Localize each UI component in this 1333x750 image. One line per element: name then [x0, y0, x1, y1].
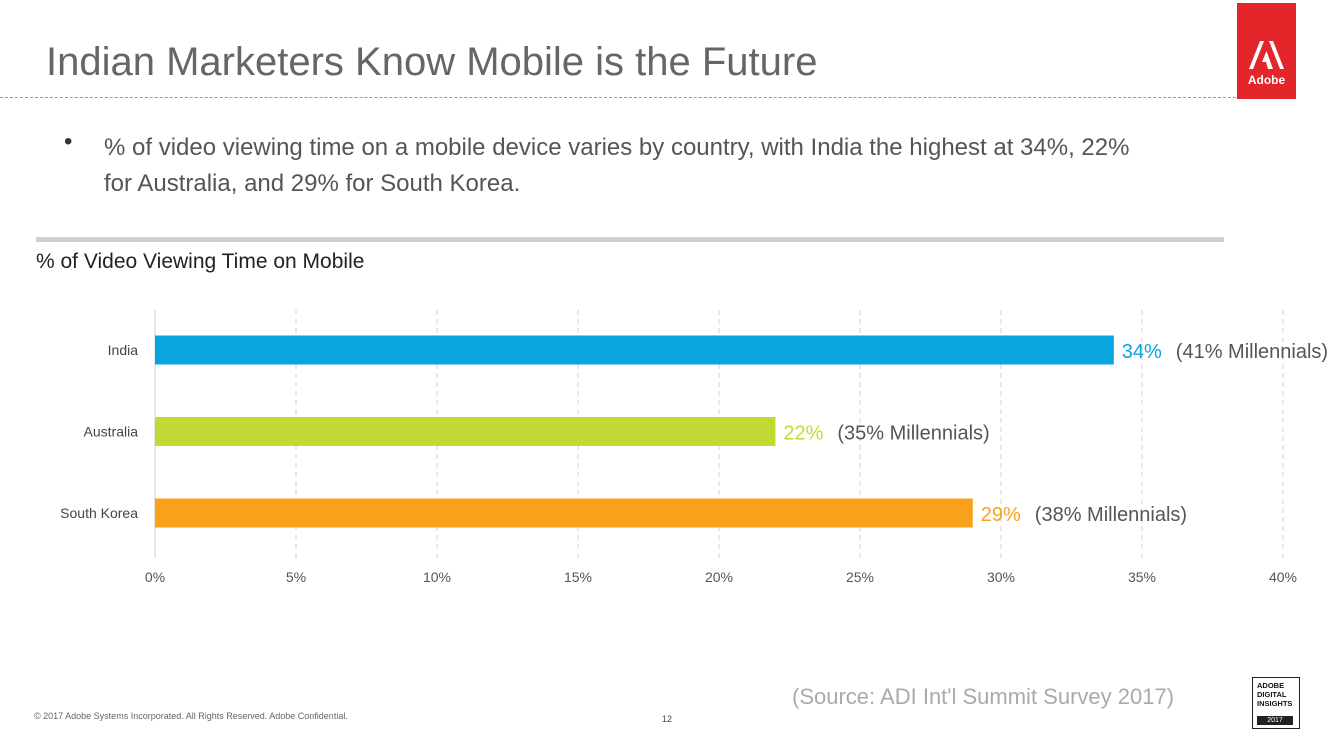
x-tick-label-35: 35% [1128, 569, 1156, 585]
bar-chart: 0% 5% 10% 15% 20% 25% 30% 35% 40% India 34% (41% Mi… [60, 310, 1328, 585]
annotation-south-korea: (38% Millennials) [1035, 504, 1187, 526]
bar-australia [155, 417, 776, 446]
category-label-india: India [108, 342, 139, 358]
chart-heading: % of Video Viewing Time on Mobile [36, 250, 365, 273]
adobe-logo: Adobe [1237, 3, 1296, 99]
value-label-india: 34% [1122, 341, 1162, 363]
annotation-australia: (35% Millennials) [837, 423, 989, 445]
source-note: (Source: ADI Int'l Summit Survey 2017) [792, 684, 1175, 709]
x-tick-label-40: 40% [1269, 569, 1297, 585]
annotation-india: (41% Millennials) [1176, 341, 1328, 363]
copyright-notice: © 2017 Adobe Systems Incorporated. All R… [34, 711, 348, 721]
bar-india [155, 335, 1114, 365]
value-label-south-korea: 29% [981, 504, 1021, 526]
section-divider [36, 237, 1224, 242]
page-title: Indian Marketers Know Mobile is the Futu… [46, 40, 818, 84]
badge-line-3: INSIGHTS [1257, 699, 1293, 708]
x-tick-label-0: 0% [145, 569, 165, 585]
adobe-digital-insights-badge: ADOBE DIGITAL INSIGHTS 2017 [1252, 677, 1300, 729]
x-tick-label-15: 15% [564, 569, 592, 585]
adobe-logo-text: Adobe [1247, 73, 1286, 87]
bullet-symbol: • [64, 128, 73, 155]
category-label-australia: Australia [84, 424, 139, 440]
title-divider [0, 97, 1236, 98]
page-number: 12 [662, 714, 673, 724]
adobe-a-icon [1249, 41, 1284, 69]
badge-line-2: DIGITAL [1257, 690, 1287, 699]
bar-south-korea [155, 498, 973, 528]
category-label-south-korea: South Korea [60, 505, 138, 521]
x-tick-label-5: 5% [286, 569, 306, 585]
x-tick-label-20: 20% [705, 569, 733, 585]
badge-line-1: ADOBE [1257, 681, 1285, 690]
x-tick-label-10: 10% [423, 569, 451, 585]
x-tick-label-30: 30% [987, 569, 1015, 585]
x-tick-label-25: 25% [846, 569, 874, 585]
bullet-text: % of video viewing time on a mobile devi… [104, 134, 1130, 197]
badge-year: 2017 [1257, 716, 1293, 725]
value-label-australia: 22% [783, 423, 823, 445]
